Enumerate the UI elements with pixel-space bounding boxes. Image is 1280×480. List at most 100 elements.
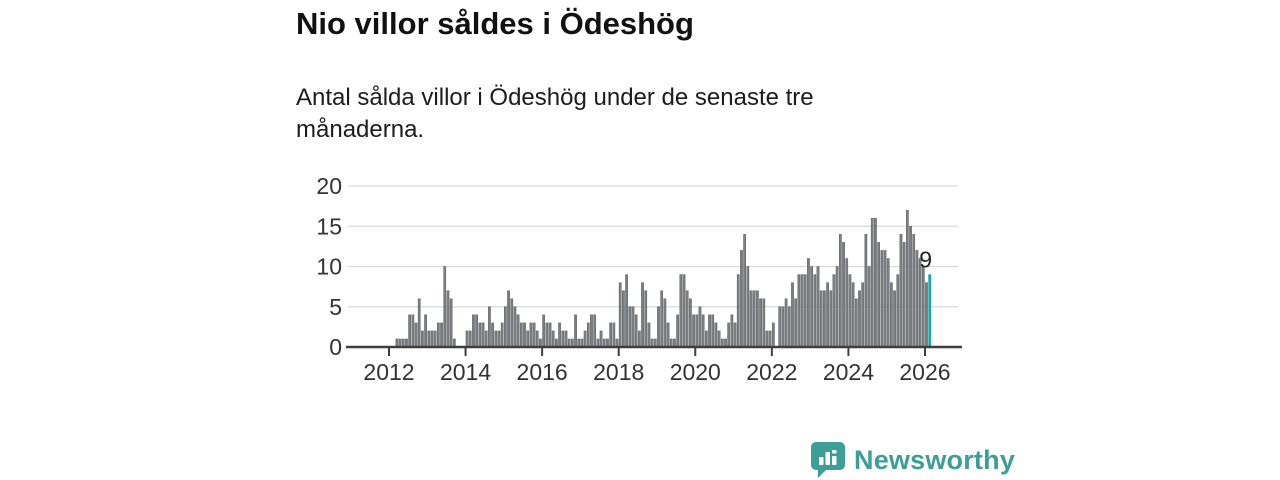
bar <box>867 266 871 348</box>
bar <box>421 330 424 348</box>
bar <box>784 298 788 348</box>
bar <box>838 234 842 348</box>
newsworthy-logo-icon <box>811 442 845 478</box>
bar <box>832 274 836 348</box>
bar <box>736 274 740 348</box>
bar <box>902 242 906 348</box>
bar-value-label: 9 <box>919 247 932 273</box>
bar <box>430 330 434 348</box>
bar <box>609 322 612 348</box>
bar <box>398 338 402 348</box>
bar <box>663 298 667 348</box>
bar <box>408 314 411 348</box>
bar <box>491 322 494 348</box>
y-axis-tick-label: 15 <box>316 213 342 239</box>
bar <box>555 338 558 348</box>
bar <box>513 306 517 348</box>
bar <box>580 338 584 348</box>
bar <box>510 298 514 348</box>
y-axis-tick-label: 5 <box>329 294 342 320</box>
bar <box>452 338 456 348</box>
bar <box>638 330 641 348</box>
bar <box>631 306 635 348</box>
bar <box>475 314 478 348</box>
bar <box>893 290 896 348</box>
bar <box>925 282 928 348</box>
bar <box>647 322 651 348</box>
bar <box>711 314 715 348</box>
bar <box>743 234 746 348</box>
bar <box>724 338 727 348</box>
bar <box>874 218 877 348</box>
newsworthy-logo[interactable]: Newsworthy <box>810 440 1015 480</box>
bar <box>816 266 820 348</box>
bar <box>440 322 443 348</box>
bar <box>685 290 689 348</box>
x-axis-tick-label: 2016 <box>517 359 568 385</box>
highlighted-bar <box>928 274 932 348</box>
bar <box>682 274 686 348</box>
bar <box>749 290 753 348</box>
bar <box>848 274 852 348</box>
bar <box>864 234 868 348</box>
bar <box>484 330 488 348</box>
bar <box>577 338 581 348</box>
bar <box>602 338 606 348</box>
bar <box>644 290 648 348</box>
bar <box>433 330 437 348</box>
bar <box>532 322 536 348</box>
bar <box>890 282 893 348</box>
bar <box>695 314 699 348</box>
bar <box>650 338 654 348</box>
bar <box>912 234 916 348</box>
bar <box>909 226 912 348</box>
bar <box>449 298 453 348</box>
bar <box>551 330 555 348</box>
x-axis-tick-label: 2024 <box>823 359 874 385</box>
bar <box>756 290 759 348</box>
chart: 0 5 10 15 20 2012 2014 2016 2018 2020 2022 2024 2026… <box>300 173 976 390</box>
bar <box>488 306 491 348</box>
bar <box>692 314 695 348</box>
bar <box>653 338 657 348</box>
bar <box>810 266 813 348</box>
bar <box>401 338 405 348</box>
bar <box>500 322 504 348</box>
bar <box>813 274 817 348</box>
bar <box>877 242 880 348</box>
x-axis-tick-label: 2018 <box>593 359 644 385</box>
x-axis-tick-label: 2022 <box>746 359 797 385</box>
bar <box>612 322 616 348</box>
bar <box>657 306 660 348</box>
bar <box>861 282 865 348</box>
bar <box>571 338 574 348</box>
bar <box>634 314 638 348</box>
bar <box>545 322 549 348</box>
bar <box>666 322 670 348</box>
bar <box>583 330 587 348</box>
x-axis-tick-label: 2012 <box>363 359 414 385</box>
bar <box>424 314 427 348</box>
bar <box>720 338 724 348</box>
bar-chart-canvas: 0 5 10 15 20 2012 2014 2016 2018 2020 2022 2024 2026… <box>316 173 962 385</box>
bar <box>886 258 890 348</box>
bar <box>411 314 415 348</box>
bar <box>842 242 845 348</box>
bar <box>740 250 743 348</box>
bar <box>529 322 533 348</box>
bar <box>586 322 590 348</box>
bar <box>870 218 874 348</box>
bar <box>417 298 421 348</box>
bar <box>523 322 526 348</box>
bar <box>516 314 520 348</box>
bar <box>807 258 810 348</box>
bar <box>778 306 782 348</box>
bar <box>826 282 829 348</box>
bar <box>733 322 737 348</box>
y-axis-tick-label: 20 <box>316 175 342 199</box>
bar <box>791 282 794 348</box>
bar <box>676 314 679 348</box>
bar <box>427 330 431 348</box>
page-title: Nio villor såldes i Ödeshög <box>296 6 694 41</box>
bar <box>772 322 775 348</box>
